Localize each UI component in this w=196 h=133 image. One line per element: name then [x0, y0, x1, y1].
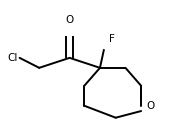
Text: Cl: Cl [8, 53, 18, 63]
Text: F: F [109, 34, 115, 44]
Text: O: O [146, 101, 154, 111]
Text: O: O [65, 15, 74, 25]
